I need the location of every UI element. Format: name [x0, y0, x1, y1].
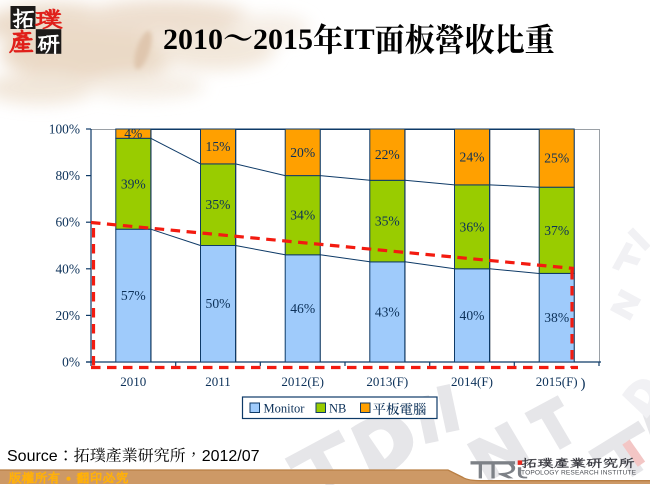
- svg-text:22%: 22%: [375, 147, 400, 162]
- svg-text:35%: 35%: [206, 197, 231, 212]
- svg-text:80%: 80%: [55, 168, 80, 183]
- svg-text:2015: 2015: [253, 23, 313, 56]
- svg-text:38%: 38%: [544, 310, 569, 325]
- svg-text:TOPOLOGY RESEARCH INSTITUTE: TOPOLOGY RESEARCH INSTITUTE: [521, 470, 637, 477]
- svg-text:NB: NB: [329, 402, 346, 416]
- svg-text:35%: 35%: [375, 214, 400, 229]
- svg-text:20%: 20%: [55, 308, 80, 323]
- svg-text:46%: 46%: [290, 301, 315, 316]
- svg-text:2011: 2011: [205, 374, 231, 389]
- svg-text:Source: Source: [7, 448, 58, 465]
- svg-text:60%: 60%: [55, 215, 80, 230]
- svg-text:2010: 2010: [163, 23, 223, 56]
- svg-text:39%: 39%: [121, 176, 146, 191]
- svg-text:0%: 0%: [62, 355, 80, 370]
- svg-text:Monitor: Monitor: [264, 402, 306, 416]
- svg-text:40%: 40%: [55, 261, 80, 276]
- svg-text:36%: 36%: [460, 219, 485, 234]
- svg-text:50%: 50%: [206, 296, 231, 311]
- svg-text:25%: 25%: [544, 151, 569, 166]
- svg-text:IT: IT: [343, 23, 375, 56]
- svg-text:4%: 4%: [124, 126, 142, 141]
- svg-text:43%: 43%: [375, 304, 400, 319]
- svg-text:2012(E): 2012(E): [281, 374, 324, 389]
- svg-text:2014(F): 2014(F): [451, 374, 493, 389]
- svg-text:15%: 15%: [206, 139, 231, 154]
- svg-text:2013(F): 2013(F): [366, 374, 408, 389]
- svg-text:37%: 37%: [544, 223, 569, 238]
- svg-text:57%: 57%: [121, 288, 146, 303]
- svg-text:2010: 2010: [120, 374, 146, 389]
- svg-text:): ): [581, 376, 586, 392]
- svg-text:2012/07: 2012/07: [202, 448, 260, 465]
- svg-text:40%: 40%: [460, 308, 485, 323]
- svg-text:24%: 24%: [460, 150, 485, 165]
- svg-text:100%: 100%: [49, 122, 80, 137]
- svg-text:34%: 34%: [290, 208, 315, 223]
- svg-text:2015(F): 2015(F): [536, 374, 578, 389]
- svg-text:20%: 20%: [290, 145, 315, 160]
